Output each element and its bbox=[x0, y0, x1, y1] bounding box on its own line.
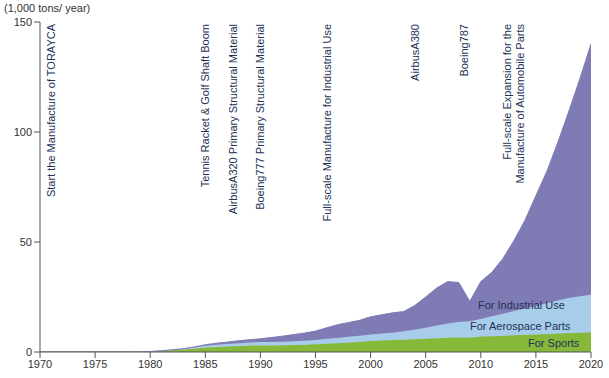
svg-text:Full-scale Manufacture for Ind: Full-scale Manufacture for Industrial Us… bbox=[321, 24, 333, 221]
svg-text:2010: 2010 bbox=[469, 358, 493, 370]
svg-text:AirbusA380: AirbusA380 bbox=[409, 24, 421, 81]
svg-text:2020: 2020 bbox=[579, 358, 603, 370]
svg-text:100: 100 bbox=[14, 126, 32, 138]
svg-text:Start the Manufacture of TORAY: Start the Manufacture of TORAYCA bbox=[45, 23, 57, 197]
svg-text:2000: 2000 bbox=[358, 358, 382, 370]
svg-text:1995: 1995 bbox=[303, 358, 327, 370]
svg-text:Boeing777 Primary Structural M: Boeing777 Primary Structural Material bbox=[254, 24, 266, 210]
svg-text:1970: 1970 bbox=[28, 358, 52, 370]
svg-text:1980: 1980 bbox=[138, 358, 162, 370]
svg-text:1985: 1985 bbox=[193, 358, 217, 370]
svg-text:Boeing787: Boeing787 bbox=[458, 24, 470, 77]
html-text:(1,000 tons/ year): (1,000 tons/ year) bbox=[4, 2, 91, 14]
svg-text:Manufacture of Automobile Part: Manufacture of Automobile Parts bbox=[514, 24, 526, 184]
svg-text:0: 0 bbox=[26, 346, 32, 358]
svg-text:1990: 1990 bbox=[248, 358, 272, 370]
html-text:For Sports: For Sports bbox=[528, 337, 580, 349]
svg-text:Full-scale Expansion for the: Full-scale Expansion for the bbox=[501, 24, 513, 160]
svg-text:2015: 2015 bbox=[524, 358, 548, 370]
svg-text:50: 50 bbox=[20, 236, 32, 248]
svg-text:2005: 2005 bbox=[413, 358, 437, 370]
html-text:For Aerospace Parts: For Aerospace Parts bbox=[470, 320, 571, 332]
svg-text:Tennis Racket & Golf Shaft Boo: Tennis Racket & Golf Shaft Boom bbox=[199, 24, 211, 187]
svg-text:AirbusA320 Primary Structural: AirbusA320 Primary Structural Material bbox=[227, 24, 239, 214]
html-text:For Industrial Use: For Industrial Use bbox=[478, 299, 565, 311]
svg-text:150: 150 bbox=[14, 16, 32, 28]
svg-text:1975: 1975 bbox=[83, 358, 107, 370]
